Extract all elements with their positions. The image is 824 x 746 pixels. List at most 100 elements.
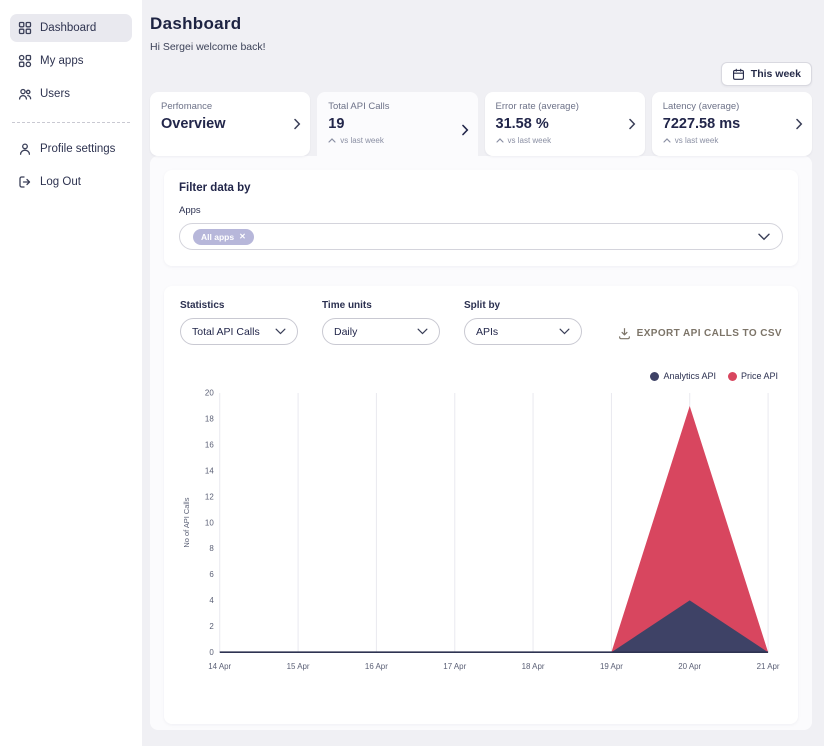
chevron-down-icon [559,328,570,335]
svg-text:16 Apr: 16 Apr [365,662,388,671]
tab-value: 7227.58 ms [662,116,741,132]
tab-label: Total API Calls [328,101,390,112]
chevron-right-icon [461,124,469,136]
svg-text:6: 6 [209,570,214,579]
welcome-message: Hi Sergei welcome back! [150,41,266,53]
page-title: Dashboard [150,14,242,33]
svg-text:2: 2 [209,622,214,631]
chip-label: All apps [201,231,235,242]
chevron-right-icon [294,118,301,130]
statistics-label: Statistics [180,300,225,311]
dashboard-grid-icon [18,21,32,35]
calendar-icon [732,68,745,81]
statistics-control: Statistics Total API Calls [180,300,298,345]
all-apps-chip[interactable]: All apps ✕ [193,228,254,245]
sidebar-item-log-out[interactable]: Log Out [10,168,132,196]
tab-note-label: vs last week [340,136,384,145]
sidebar: Dashboard My apps Users [0,0,142,746]
time-units-select-value: Daily [334,325,358,338]
svg-text:18: 18 [205,415,214,424]
svg-text:4: 4 [209,596,214,605]
tab-performance-overview[interactable]: Perfomance Overview [150,92,311,156]
chevron-right-icon [629,118,636,130]
filter-title: Filter data by [179,182,251,194]
sidebar-item-label: Log Out [40,176,81,188]
legend-item[interactable]: Price API [727,371,778,381]
statistics-card: Statistics Total API Calls Time units Da… [164,286,798,724]
time-units-select[interactable]: Daily [322,318,440,345]
tab-value: Overview [161,116,226,132]
chevron-down-icon [758,233,770,241]
statistics-select[interactable]: Total API Calls [180,318,298,345]
split-by-label: Split by [464,300,501,311]
tab-label: Latency (average) [662,101,740,112]
tab-value: 19 [328,116,345,132]
area-chart-svg: 0 2 4 6 8 10 12 14 16 18 20 14 Apr 15 Apr 16 Apr 17 Ap… [182,389,780,671]
tab-label: Error rate (average) [495,101,579,112]
legend-label: Analytics API [663,371,716,381]
chevron-right-icon [796,118,803,130]
svg-text:No of API Calls: No of API Calls [182,497,191,547]
chevron-down-icon [417,328,428,335]
caret-up-icon [495,138,504,143]
legend-dot [650,371,660,381]
svg-text:0: 0 [209,648,214,657]
apps-multiselect[interactable]: All apps ✕ [179,223,783,250]
chart-controls: Statistics Total API Calls Time units Da… [180,300,782,345]
svg-text:15 Apr: 15 Apr [287,662,310,671]
dashboard-panel: Filter data by Apps All apps ✕ Statisti [150,156,812,730]
chart-legend: Analytics API Price API [184,371,778,381]
page-header: Dashboard Hi Sergei welcome back! This w… [150,14,812,92]
svg-text:19 Apr: 19 Apr [600,662,623,671]
chevron-down-icon [275,328,286,335]
tab-note-label: vs last week [674,136,719,145]
caret-up-icon [328,138,336,143]
legend-dot [727,371,737,381]
svg-text:20: 20 [205,389,214,398]
svg-text:10: 10 [205,518,214,527]
tab-latency[interactable]: Latency (average) 7227.58 ms vs last wee… [651,92,812,156]
sidebar-item-label: Dashboard [40,22,97,34]
export-csv-label: EXPORT API CALLS TO CSV [636,328,782,339]
legend-item[interactable]: Analytics API [650,371,716,381]
period-selector-label: This week [750,68,801,80]
tab-label: Perfomance [161,101,213,112]
svg-text:8: 8 [209,544,214,553]
tab-value: 31.58 % [495,116,549,132]
sidebar-item-users[interactable]: Users [10,80,132,108]
svg-text:14: 14 [205,466,214,475]
sidebar-item-my-apps[interactable]: My apps [10,47,132,75]
split-by-control: Split by APIs [464,300,582,345]
period-selector-button[interactable]: This week [720,62,812,86]
sidebar-item-label: Profile settings [40,143,116,155]
sidebar-item-label: Users [40,88,71,100]
tab-note: vs last week [495,136,621,145]
filter-card: Filter data by Apps All apps ✕ [164,170,798,266]
sidebar-item-profile-settings[interactable]: Profile settings [10,135,132,163]
svg-text:21 Apr: 21 Apr [757,662,780,671]
tab-error-rate[interactable]: Error rate (average) 31.58 % vs last wee… [484,92,645,156]
svg-text:20 Apr: 20 Apr [678,662,701,671]
apps-grid-icon [18,54,32,68]
export-csv-button[interactable]: EXPORT API CALLS TO CSV [618,327,782,340]
svg-text:18 Apr: 18 Apr [522,662,545,671]
sidebar-item-dashboard[interactable]: Dashboard [10,14,132,42]
tab-note: vs last week [663,136,788,145]
sidebar-divider [12,122,130,123]
sidebar-item-label: My apps [40,55,84,67]
legend-label: Price API [740,371,778,381]
svg-text:16: 16 [205,440,214,449]
users-icon [18,87,32,101]
apps-field-label: Apps [179,205,201,216]
svg-text:12: 12 [205,492,214,501]
tab-total-api-calls[interactable]: Total API Calls 19 vs last week [317,92,478,168]
tab-note-label: vs last week [507,136,552,145]
chip-close-icon[interactable]: ✕ [239,232,246,241]
download-icon [618,327,631,340]
statistics-select-value: Total API Calls [192,325,260,338]
split-by-select[interactable]: APIs [464,318,582,345]
time-units-control: Time units Daily [322,300,440,345]
main-content: Dashboard Hi Sergei welcome back! This w… [142,0,824,746]
split-by-select-value: APIs [476,325,499,338]
